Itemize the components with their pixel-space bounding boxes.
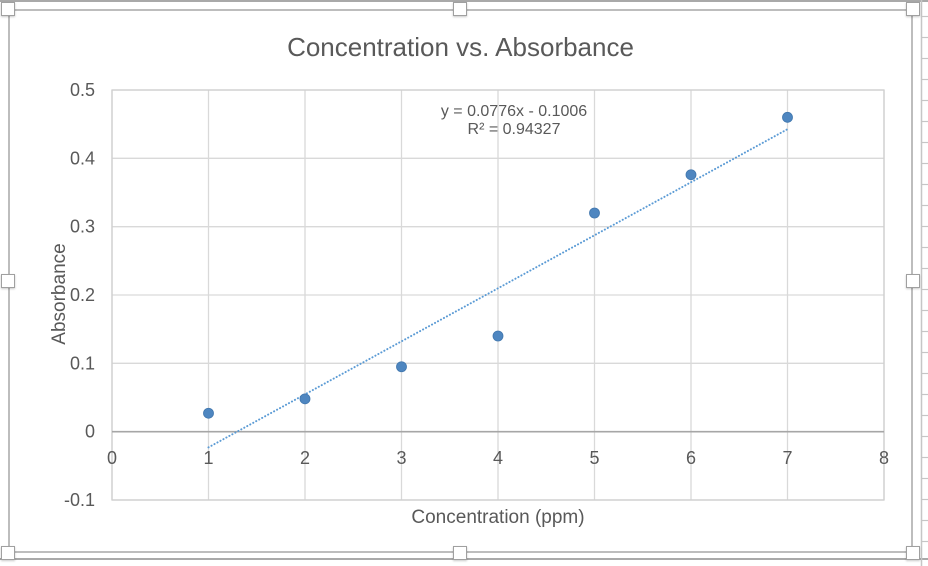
resize-handle-s[interactable]: [453, 546, 467, 560]
chart-title[interactable]: Concentration vs. Absorbance: [287, 32, 634, 62]
y-tick-label[interactable]: 0.2: [70, 285, 95, 305]
data-point[interactable]: [396, 361, 407, 373]
resize-handle-se[interactable]: [906, 546, 920, 560]
resize-handle-nw[interactable]: [1, 2, 15, 16]
y-tick-label[interactable]: 0: [85, 422, 95, 442]
y-tick-label[interactable]: -0.1: [64, 490, 95, 510]
resize-handle-w[interactable]: [1, 274, 15, 288]
data-point[interactable]: [299, 393, 311, 405]
data-point[interactable]: [782, 111, 793, 123]
data-point[interactable]: [685, 169, 697, 181]
y-tick-label[interactable]: 0.4: [70, 148, 95, 168]
y-tick-label[interactable]: 0.5: [70, 80, 95, 100]
x-tick-label[interactable]: 7: [782, 448, 792, 468]
y-tick-label[interactable]: 0.3: [70, 217, 95, 237]
y-axis-title[interactable]: Absorbance: [49, 243, 70, 344]
x-tick-label[interactable]: 4: [493, 448, 503, 468]
data-point[interactable]: [492, 330, 504, 342]
plot-border: [111, 89, 885, 501]
x-tick-label[interactable]: 3: [396, 448, 406, 468]
x-tick-label[interactable]: 0: [107, 448, 117, 468]
x-tick-label[interactable]: 8: [879, 448, 889, 468]
trendline-r-squared-label[interactable]: R² = 0.94327: [468, 121, 561, 138]
resize-handle-ne[interactable]: [906, 2, 920, 16]
plot-area[interactable]: -0.100.10.20.30.40.50 1 2 3 4 5 6 7 8Concentrati…: [10, 11, 911, 551]
y-tick-label[interactable]: 0.1: [70, 353, 95, 373]
x-tick-label[interactable]: 6: [686, 448, 696, 468]
resize-handle-n[interactable]: [453, 2, 467, 16]
chart-object[interactable]: Concentration vs. Absorbance -0.1 0 0.1 0.2…: [8, 9, 913, 553]
resize-handle-sw[interactable]: [1, 546, 15, 560]
data-point[interactable]: [203, 407, 214, 419]
resize-handle-e[interactable]: [906, 274, 920, 288]
trendline-equation-label[interactable]: y = 0.0776x - 0.1006: [441, 103, 587, 120]
data-point[interactable]: [589, 207, 600, 219]
x-tick-label[interactable]: 5: [589, 448, 599, 468]
x-tick-label[interactable]: 2: [300, 448, 310, 468]
x-tick-label[interactable]: 1: [203, 448, 213, 468]
worksheet-top-edge: [0, 0, 928, 2]
trendline[interactable]: [207, 128, 789, 449]
x-axis-title[interactable]: Concentration (ppm): [411, 507, 584, 528]
